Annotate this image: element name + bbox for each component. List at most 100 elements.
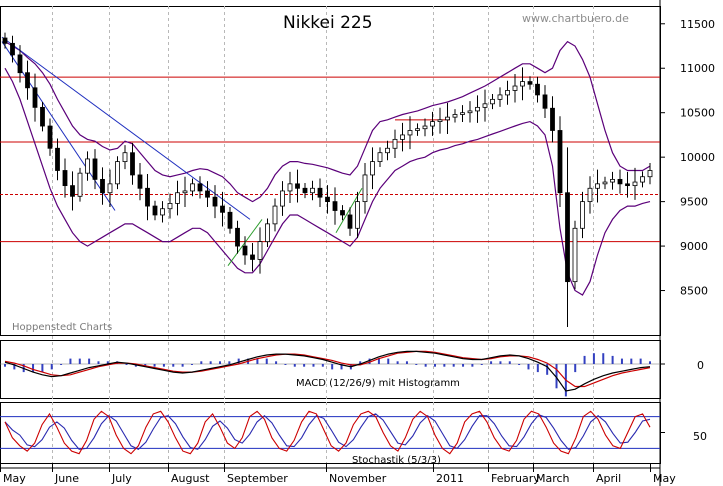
candle-body-3 <box>25 72 30 89</box>
candle-body-54 <box>407 130 413 136</box>
candle-body-43 <box>325 196 330 203</box>
candle-body-12 <box>92 158 98 180</box>
candle-body-33 <box>250 254 255 260</box>
trend-down-1 <box>1 36 251 220</box>
macd-histogram-bar-57 <box>536 364 539 373</box>
candle-body-39 <box>295 183 300 189</box>
macd-histogram-bar-69 <box>649 361 651 364</box>
macd-histogram-bar-51 <box>480 364 483 365</box>
candle-body-47 <box>355 201 360 229</box>
candle-body-62 <box>467 110 473 114</box>
candle-body-21 <box>160 208 165 216</box>
chart-title: Nikkei 225 <box>283 13 373 33</box>
x-tick-label-6: 2011 <box>436 472 464 485</box>
candle-body-13 <box>100 178 105 194</box>
macd-histogram-bar-47 <box>443 364 446 367</box>
macd-histogram-bar-38 <box>359 361 362 364</box>
macd-histogram-bar-10 <box>97 361 100 364</box>
candle-body-11 <box>85 158 90 174</box>
candle-body-82 <box>617 178 623 185</box>
macd-histogram-bar-18 <box>172 364 175 367</box>
candle-body-31 <box>235 227 240 247</box>
macd-zero-tick: 0 <box>697 359 704 372</box>
macd-histogram-bar-36 <box>340 364 343 370</box>
candle-body-86 <box>647 170 653 178</box>
macd-histogram-bar-27 <box>256 358 259 364</box>
candle-body-6 <box>47 125 53 149</box>
y-tick-label-5: 9000 <box>680 240 708 253</box>
macd-histogram-bar-6 <box>60 364 63 365</box>
candle-body-73 <box>550 107 555 131</box>
macd-histogram-bar-23 <box>219 361 221 364</box>
x-tick-label-2: July <box>111 472 132 485</box>
candle-body-37 <box>280 190 285 207</box>
candle-body-34 <box>257 241 263 260</box>
candlesticks <box>2 32 653 327</box>
macd-histogram-bar-0 <box>4 364 6 367</box>
candle-body-52 <box>392 138 398 149</box>
candle-body-51 <box>385 147 390 154</box>
candle-body-26 <box>197 183 203 192</box>
macd-histogram-bar-22 <box>209 361 212 364</box>
candle-body-42 <box>317 187 323 198</box>
candle-body-56 <box>422 125 428 130</box>
macd-histogram-bar-53 <box>499 361 502 364</box>
candle-body-0 <box>2 37 8 44</box>
source-label: Hoppenstedt Charts <box>12 322 112 333</box>
macd-histogram-bar-61 <box>574 364 577 373</box>
x-tick-label-1: June <box>54 472 79 485</box>
candle-body-44 <box>332 201 338 211</box>
macd-histogram-bar-30 <box>284 364 287 365</box>
macd-histogram-bar-59 <box>555 364 558 389</box>
macd-histogram-bar-48 <box>452 364 455 367</box>
y-tick-label-2: 10500 <box>680 107 715 120</box>
macd-histogram-bar-24 <box>228 361 231 364</box>
macd-histogram-bar-65 <box>611 355 614 364</box>
y-tick-label-0: 11500 <box>680 18 715 31</box>
macd-histogram-bar-46 <box>434 364 436 367</box>
candle-body-49 <box>370 161 375 176</box>
y-tick-label-1: 11000 <box>680 62 715 75</box>
y-tick-label-4: 9500 <box>680 196 708 209</box>
candle-body-17 <box>130 152 135 176</box>
candle-body-53 <box>400 134 405 140</box>
x-tick-label-0: May <box>3 472 26 485</box>
macd-histogram-bar-28 <box>265 358 268 364</box>
candle-body-20 <box>152 205 158 216</box>
macd-line <box>4 350 651 392</box>
macd-histogram-bar-32 <box>303 364 306 367</box>
x-tick-label-7: February <box>491 472 540 485</box>
macd-histogram-bar-68 <box>639 358 642 364</box>
x-tick-label-8: March <box>536 472 570 485</box>
candle-body-71 <box>535 83 540 96</box>
candle-body-85 <box>640 176 645 183</box>
macd-histogram-bar-66 <box>620 358 623 364</box>
candle-body-65 <box>490 98 495 105</box>
candle-body-59 <box>445 116 450 121</box>
candle-body-79 <box>595 183 600 189</box>
candle-body-78 <box>587 187 593 203</box>
x-tick-label-4: September <box>227 472 288 485</box>
candle-body-41 <box>310 187 315 194</box>
candle-body-14 <box>107 183 113 194</box>
candle-body-80 <box>602 181 608 185</box>
candle-body-24 <box>182 190 188 194</box>
candle-body-29 <box>220 205 225 213</box>
candle-body-36 <box>272 205 278 225</box>
candle-body-9 <box>70 185 75 197</box>
macd-histogram-bar-20 <box>190 364 193 365</box>
macd-histogram-bar-17 <box>162 364 165 367</box>
candle-body-66 <box>497 94 503 100</box>
candle-body-64 <box>482 103 488 108</box>
macd-histogram-bar-41 <box>387 358 390 364</box>
macd-histogram-bar-29 <box>275 361 278 364</box>
macd-histogram-bar-54 <box>508 361 511 364</box>
macd-histogram-bar-56 <box>527 364 530 370</box>
macd-histogram-bar-34 <box>321 364 324 367</box>
macd-histogram-bar-35 <box>331 364 334 370</box>
candle-body-8 <box>62 170 68 187</box>
candle-body-60 <box>452 114 458 118</box>
macd-label: MACD (12/26/9) mit Histogramm <box>296 378 460 389</box>
candle-body-45 <box>340 210 345 216</box>
